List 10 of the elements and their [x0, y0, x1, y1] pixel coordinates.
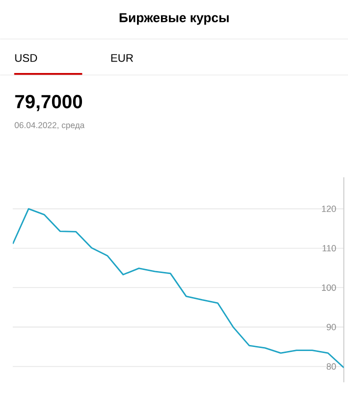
text: 06.04.2022, среда — [14, 122, 84, 130]
y-tick-label: 110 — [322, 245, 336, 252]
y-tick-label: 100 — [322, 284, 336, 291]
text: EUR — [111, 54, 133, 62]
chart-title: Биржевые курсы — [119, 13, 228, 25]
chart-subtitle: 79,7000 — [15, 94, 82, 112]
y-tick-label: 120 — [322, 206, 336, 212]
y-tick-label: 80 — [326, 363, 336, 370]
text: USD — [15, 54, 37, 62]
y-tick-label: 90 — [326, 324, 336, 330]
